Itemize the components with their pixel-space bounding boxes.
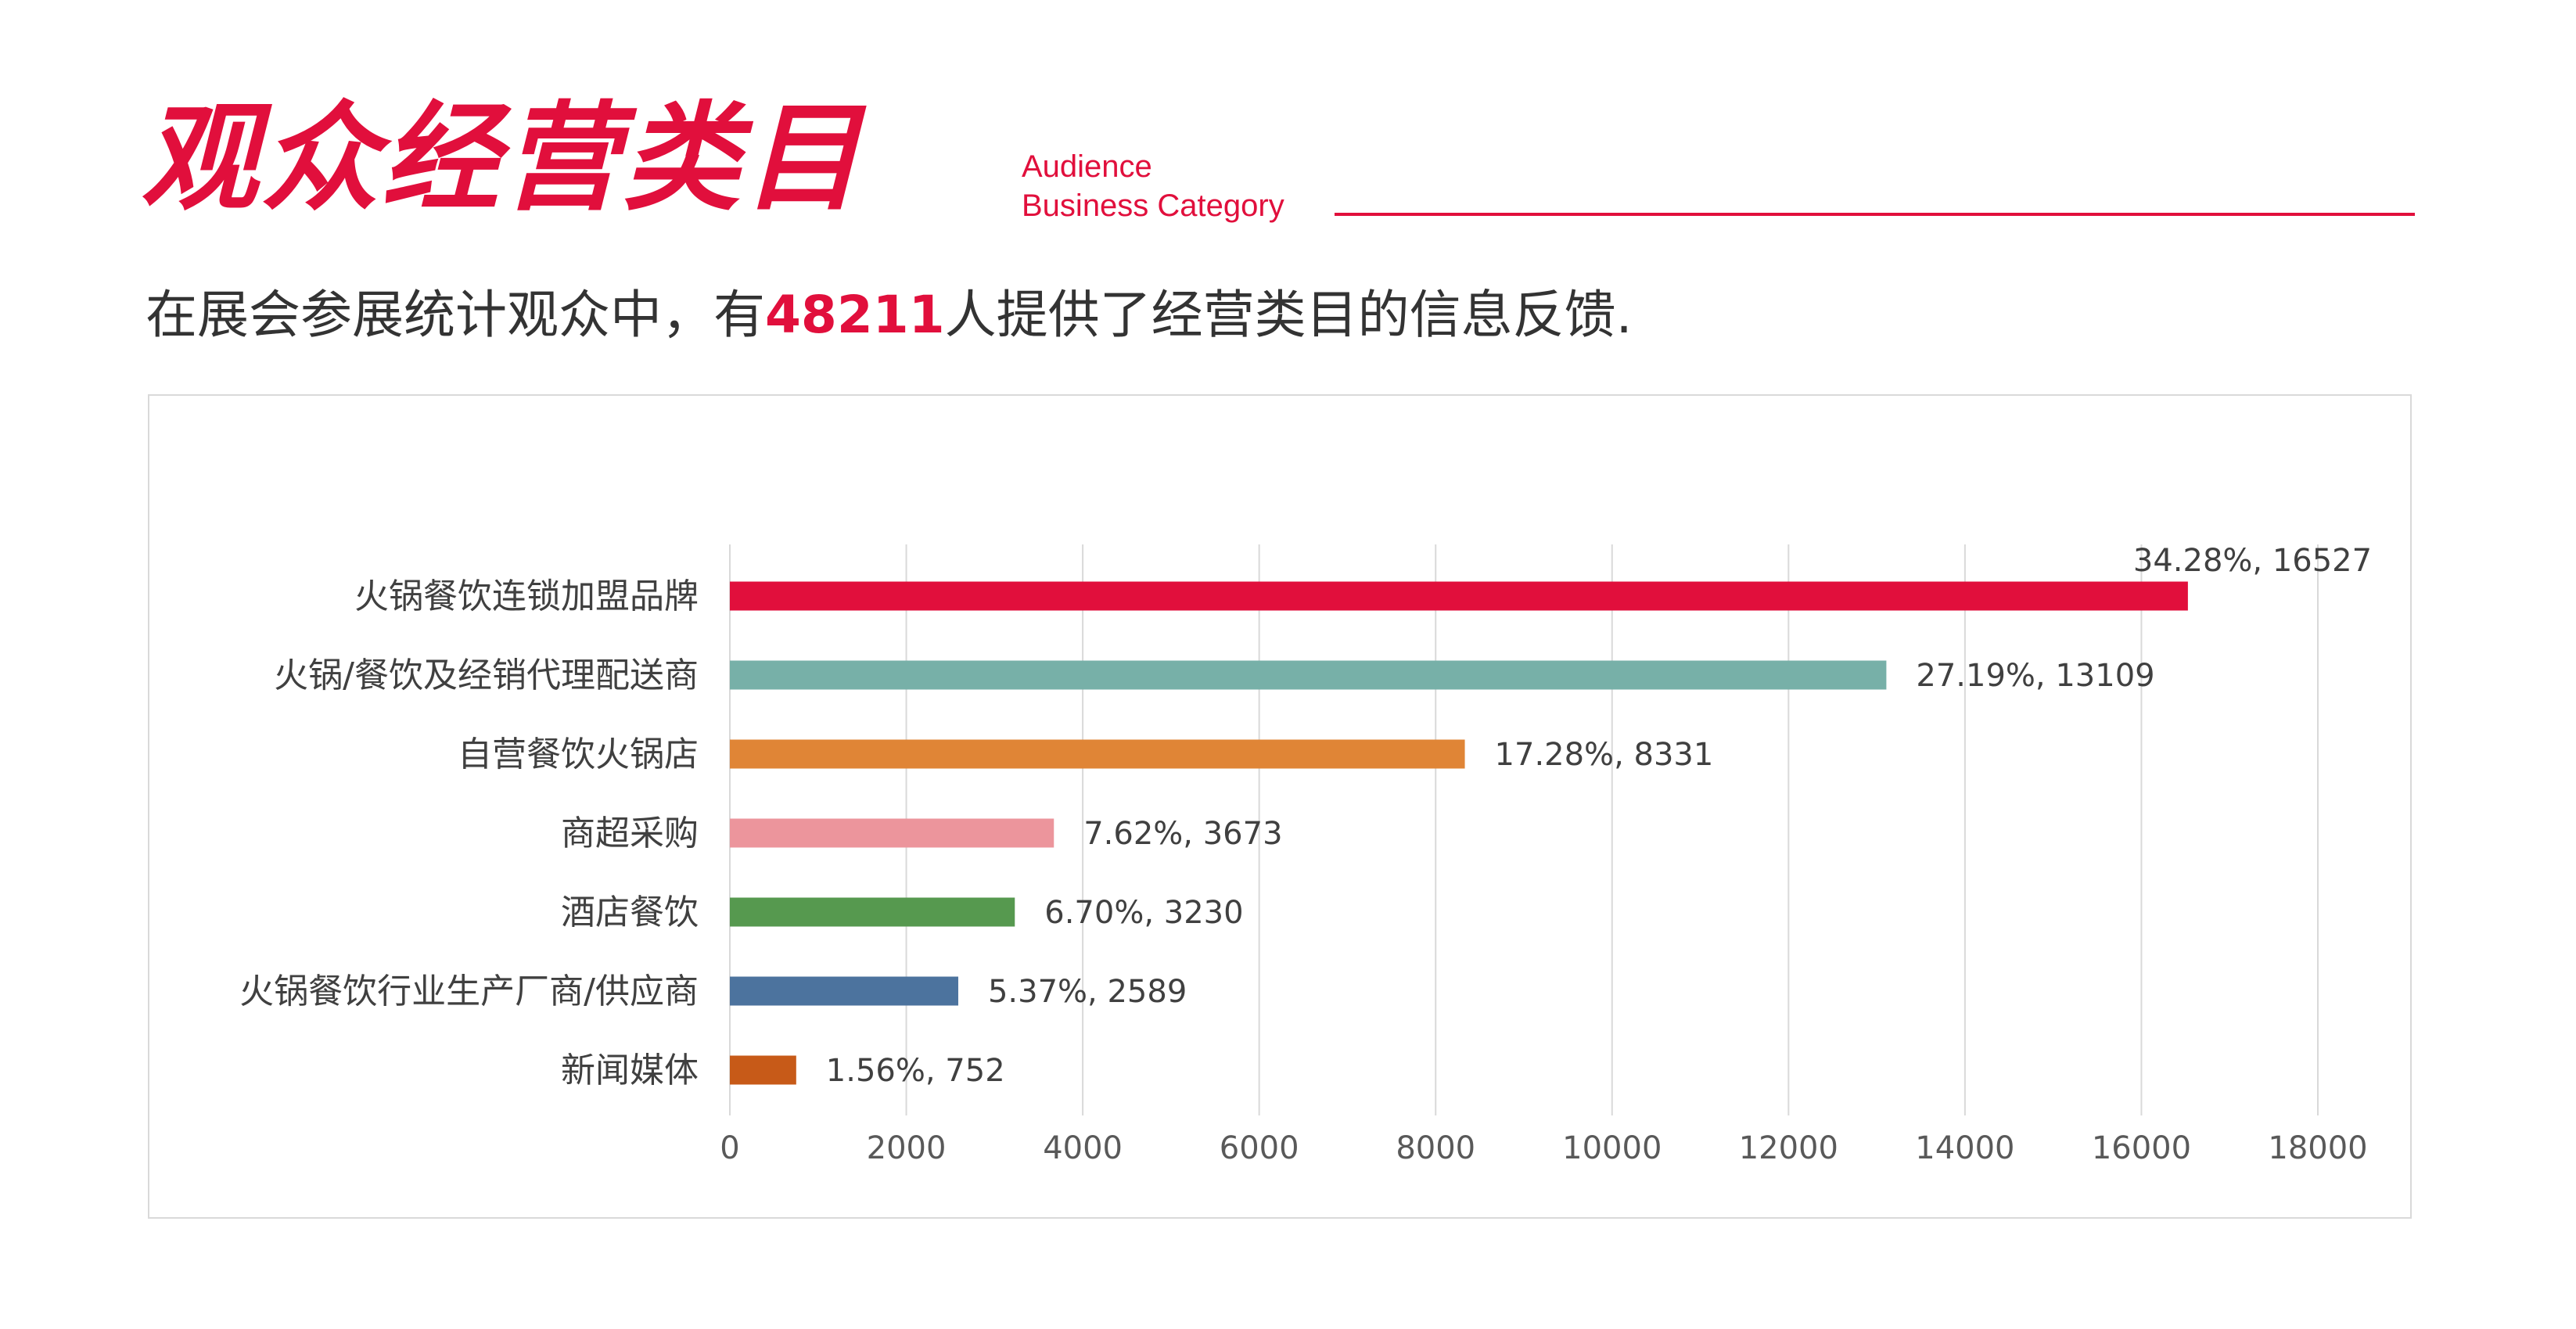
bar bbox=[730, 739, 1465, 769]
bar bbox=[730, 897, 1015, 927]
x-tick-label: 14000 bbox=[1915, 1130, 2014, 1166]
subtitle-prefix: 在展会参展统计观众中，有 bbox=[146, 285, 765, 345]
x-tick-label: 16000 bbox=[2092, 1130, 2191, 1166]
bar-chart: 0 2000 4000 6000 8000 10000 12000 14000 16000 180… bbox=[239, 543, 2372, 1166]
chart-frame: 0 2000 4000 6000 8000 10000 12000 14000 16000 180… bbox=[148, 394, 2412, 1219]
category-label: 新闻媒体 bbox=[561, 1051, 699, 1090]
x-tick-label: 8000 bbox=[1396, 1130, 1475, 1166]
x-tick-label: 2000 bbox=[867, 1130, 947, 1166]
category-label: 火锅餐饮行业生产厂商/供应商 bbox=[239, 972, 699, 1011]
page-title-english-line1: Audience bbox=[1022, 149, 1152, 184]
bar bbox=[730, 660, 1887, 690]
x-tick-label: 12000 bbox=[1739, 1130, 1838, 1166]
page-title-english-line2: Business Category bbox=[1022, 189, 1284, 223]
bar bbox=[730, 581, 2188, 611]
bar bbox=[730, 818, 1054, 848]
bar bbox=[730, 1055, 796, 1085]
data-label: 17.28%, 8331 bbox=[1495, 737, 1714, 773]
subtitle-suffix: 人提供了经营类目的信息反馈. bbox=[944, 285, 1633, 345]
x-tick-label: 0 bbox=[720, 1130, 739, 1166]
category-label: 商超采购 bbox=[561, 814, 699, 853]
data-label: 1.56%, 752 bbox=[826, 1053, 1005, 1089]
x-tick-label: 6000 bbox=[1220, 1130, 1299, 1166]
data-label: 7.62%, 3673 bbox=[1083, 816, 1282, 852]
data-label: 27.19%, 13109 bbox=[1916, 658, 2154, 694]
x-tick-label: 10000 bbox=[1562, 1130, 1662, 1166]
title-underline bbox=[1335, 213, 2415, 216]
page-title: 观众经营类目 bbox=[141, 91, 864, 227]
subtitle-highlight-count: 48211 bbox=[765, 285, 945, 345]
category-label: 火锅餐饮连锁加盟品牌 bbox=[354, 576, 699, 616]
category-label: 自营餐饮火锅店 bbox=[458, 735, 699, 774]
data-label: 5.37%, 2589 bbox=[988, 974, 1187, 1010]
page-title-english: Audience Business Category bbox=[1022, 147, 1284, 225]
bar bbox=[730, 976, 958, 1006]
data-label: 34.28%, 16527 bbox=[2133, 543, 2372, 579]
category-label: 火锅/餐饮及经销代理配送商 bbox=[274, 656, 699, 695]
x-tick-label: 18000 bbox=[2268, 1130, 2367, 1166]
x-tick-label: 4000 bbox=[1043, 1130, 1123, 1166]
category-label: 酒店餐饮 bbox=[561, 893, 699, 932]
subtitle: 在展会参展统计观众中，有48211人提供了经营类目的信息反馈. bbox=[146, 280, 1633, 350]
data-label: 6.70%, 3230 bbox=[1044, 895, 1243, 931]
